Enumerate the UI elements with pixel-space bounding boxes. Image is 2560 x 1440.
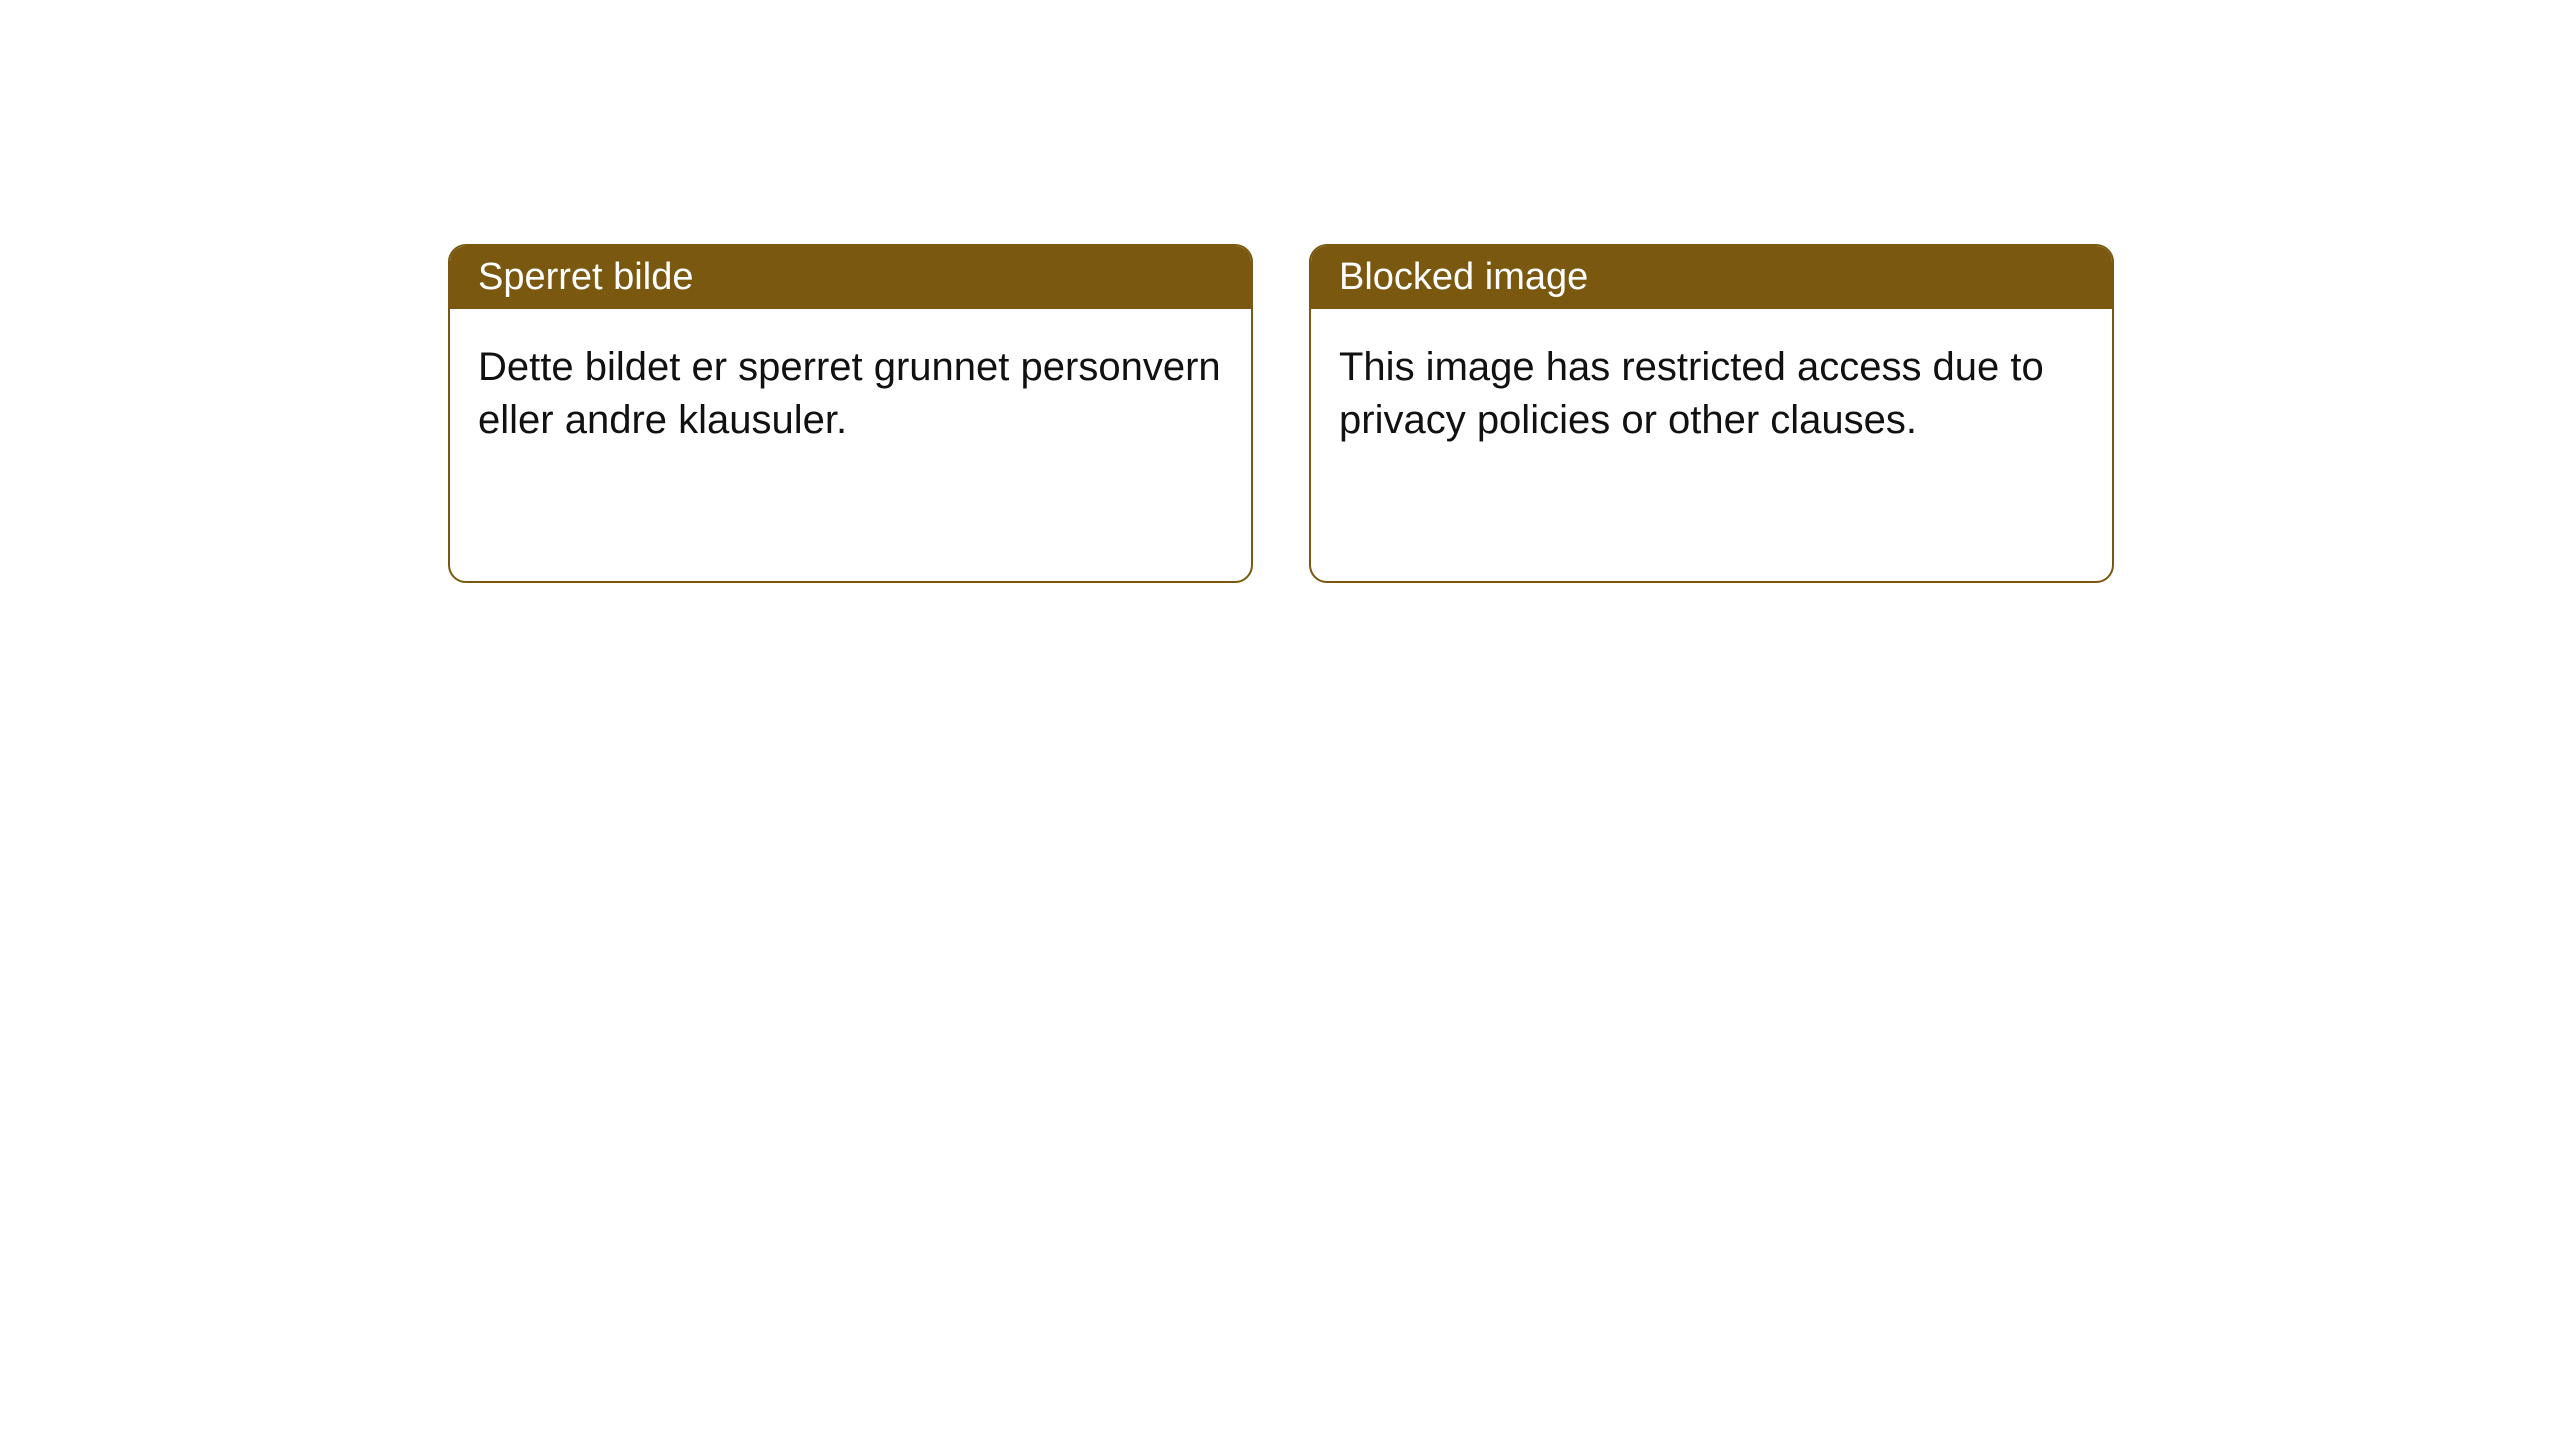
notice-title: Sperret bilde <box>450 246 1251 309</box>
notice-message: This image has restricted access due to … <box>1311 309 2112 479</box>
notice-box-english: Blocked image This image has restricted … <box>1309 244 2114 583</box>
notice-title: Blocked image <box>1311 246 2112 309</box>
notice-message: Dette bildet er sperret grunnet personve… <box>450 309 1251 479</box>
notice-box-norwegian: Sperret bilde Dette bildet er sperret gr… <box>448 244 1253 583</box>
notice-container: Sperret bilde Dette bildet er sperret gr… <box>448 244 2114 583</box>
